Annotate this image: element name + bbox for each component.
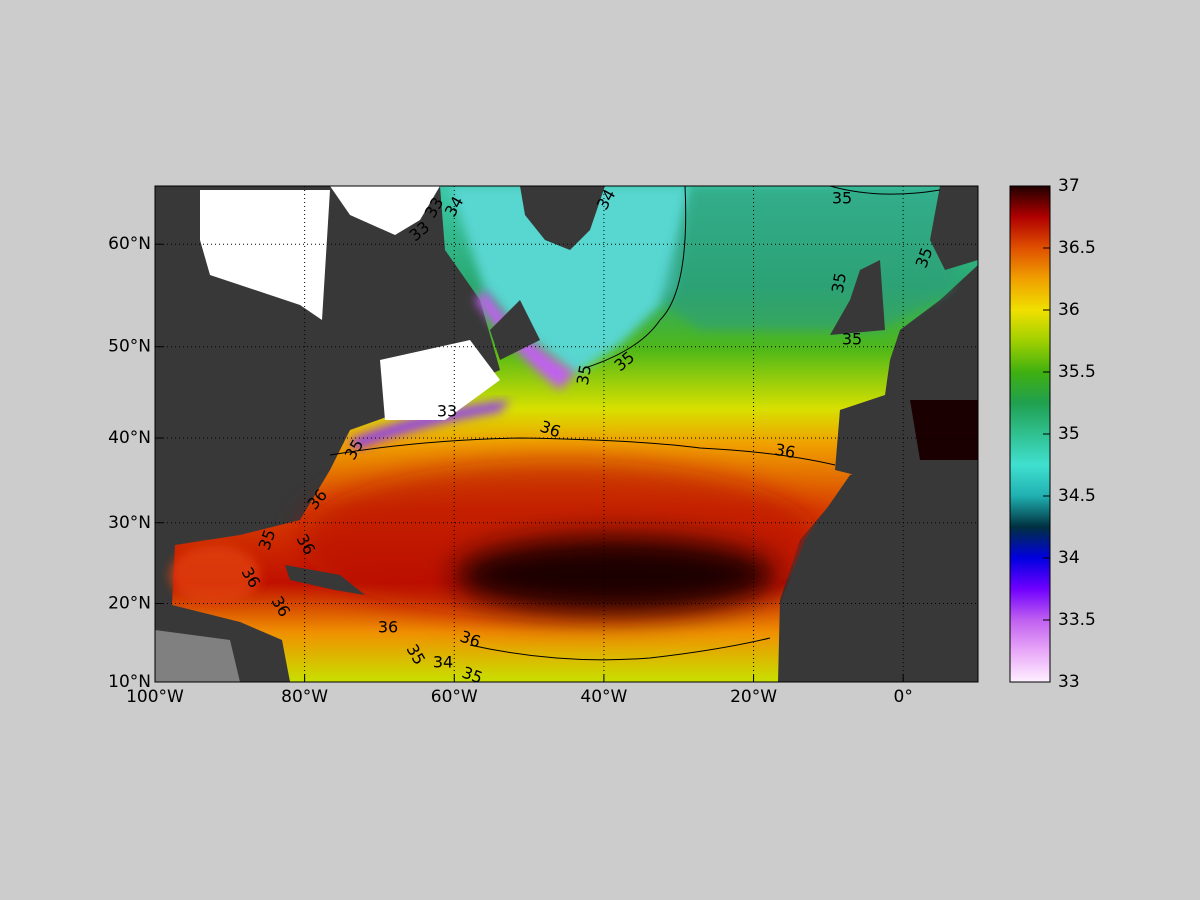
- contour-36: [469, 637, 771, 661]
- baffin-ice: [330, 186, 440, 235]
- shelf-fresh: [350, 400, 510, 450]
- contour-label: 35: [573, 363, 595, 386]
- contour-label: 36: [378, 618, 398, 637]
- colorbar-tick-label: 34.5: [1058, 486, 1096, 506]
- x-tick-label: 0°: [894, 687, 913, 707]
- y-tick-label: 50°N: [108, 337, 151, 357]
- contour-35: [584, 186, 687, 369]
- africa: [780, 440, 978, 682]
- y-tick-label: 60°N: [108, 234, 151, 254]
- y-tick-label: 10°N: [108, 672, 151, 692]
- plot-frame: [154, 185, 979, 683]
- x-tick-label: 60°W: [431, 687, 478, 707]
- colorbar-tick-label: 33.5: [1058, 610, 1096, 630]
- x-tick-label: 100°W: [126, 687, 184, 707]
- iberia: [838, 398, 888, 465]
- salinity-max: [455, 537, 775, 613]
- britain: [830, 260, 885, 335]
- contour-label: 35: [832, 189, 852, 208]
- x-tick-label: 20°W: [730, 687, 777, 707]
- contour-label: 34: [433, 653, 453, 672]
- gulf-of-mexico: [170, 545, 260, 605]
- y-tick-label: 30°N: [108, 513, 151, 533]
- scandinavia: [930, 186, 978, 270]
- pacific: [155, 630, 240, 682]
- mediterranean: [910, 400, 978, 460]
- y-tick-label: 20°N: [108, 594, 151, 614]
- map-field: [155, 186, 978, 682]
- y-tick-label: 40°N: [108, 428, 151, 448]
- hudson-bay-ice: [200, 190, 330, 320]
- subpolar: [660, 186, 978, 330]
- labrador-sea: [450, 186, 690, 375]
- colorbar-tick-label: 35: [1058, 424, 1080, 444]
- grid: [155, 186, 978, 682]
- st-lawrence-ice: [380, 340, 500, 420]
- contour-35: [829, 186, 941, 195]
- colorbar-tick-label: 34: [1058, 548, 1080, 568]
- colorbar-tick-label: 36: [1058, 300, 1080, 320]
- contour-36: [329, 437, 836, 466]
- greenland: [520, 186, 605, 250]
- contour-label: 33: [437, 402, 457, 421]
- newfoundland: [490, 300, 540, 360]
- colorbar-tick-label: 33: [1058, 672, 1080, 692]
- colorbar-tick-label: 35.5: [1058, 362, 1096, 382]
- x-tick-label: 80°W: [281, 687, 328, 707]
- colorbar-tick-label: 37: [1058, 176, 1080, 196]
- x-tick-label: 40°W: [580, 687, 627, 707]
- cuba: [285, 565, 365, 595]
- contour-label: 35: [842, 330, 862, 349]
- contour-label: 35: [828, 271, 850, 294]
- contour-label: 36: [773, 440, 796, 462]
- colorbar-tick-label: 36.5: [1058, 238, 1096, 258]
